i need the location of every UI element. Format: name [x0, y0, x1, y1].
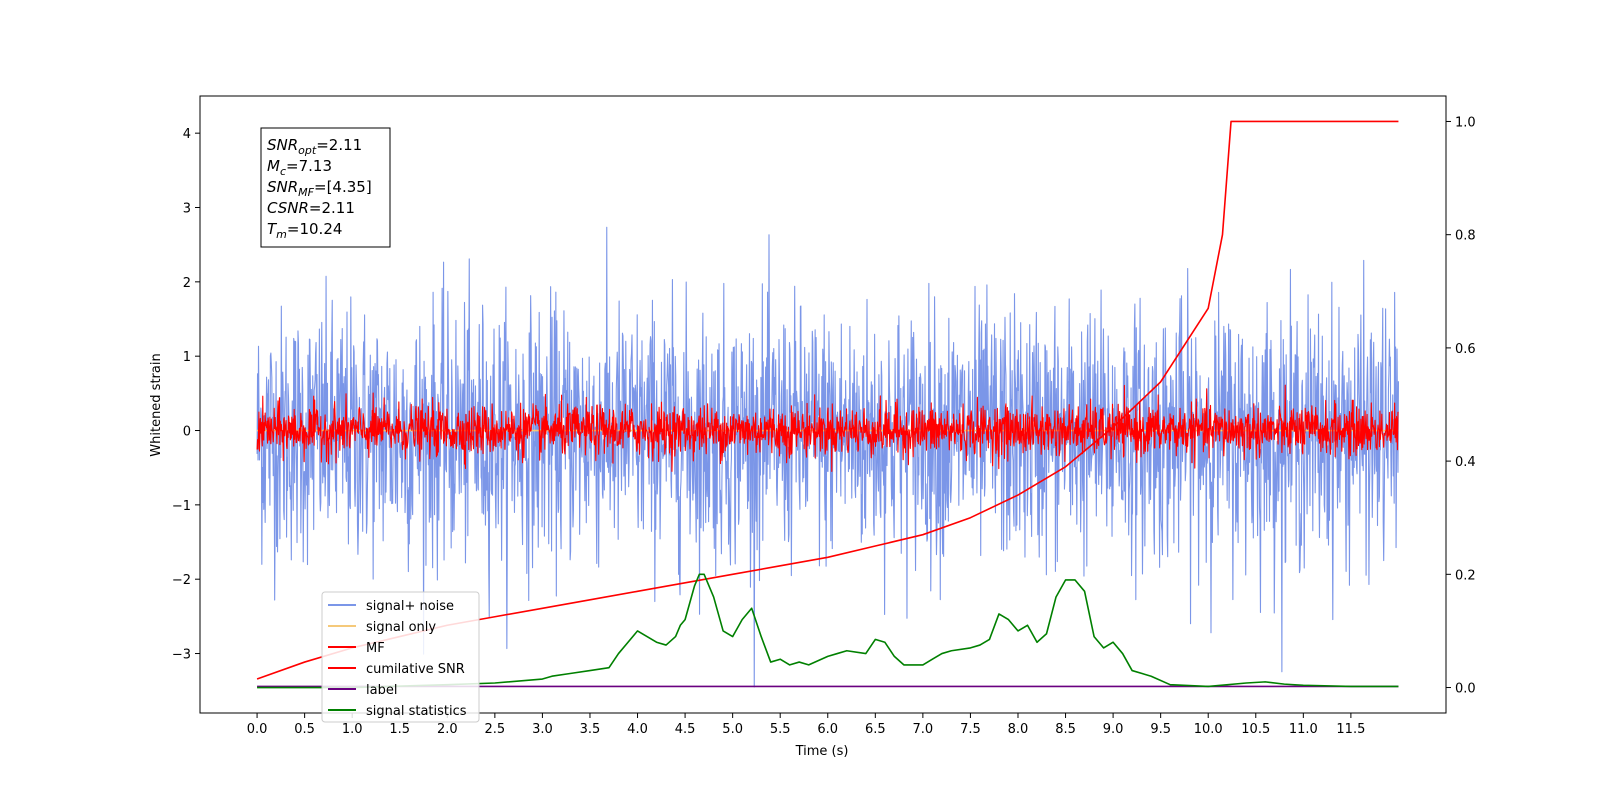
x-tick-label: 0.0 [247, 722, 268, 737]
x-tick-label: 2.0 [437, 722, 458, 737]
legend-entry-label: cumilative SNR [366, 662, 465, 677]
x-tick-label: 3.5 [580, 722, 601, 737]
y2-tick-label: 0.6 [1455, 342, 1476, 357]
x-tick-label: 1.0 [342, 722, 363, 737]
x-axis: 0.0 0.5 1.0 1.5 2.0 2.5 3.0 3.5 4.0 4.5 5.0 5.5 6.0 6… [247, 713, 1365, 737]
x-tick-label: 7.5 [960, 722, 981, 737]
x-tick-label: 8.0 [1008, 722, 1029, 737]
y-axis-left: −3 −2 −1 0 1 2 3 4 [172, 127, 200, 663]
y-axis-label: Whitened strain [149, 353, 164, 456]
y2-tick-label: 0.4 [1455, 455, 1476, 470]
y2-tick-label: 0.0 [1455, 682, 1476, 697]
x-tick-label: 1.5 [389, 722, 410, 737]
info-box-line: Tm=10.24 [267, 220, 342, 241]
x-tick-label: 6.5 [865, 722, 886, 737]
y-tick-label: 0 [183, 425, 191, 440]
x-tick-label: 3.0 [532, 722, 553, 737]
y2-tick-label: 0.8 [1455, 229, 1476, 244]
y2-tick-label: 1.0 [1455, 115, 1476, 130]
legend-entry-label: MF [366, 641, 385, 656]
info-box-line: SNRMF=[4.35] [267, 178, 372, 199]
x-tick-label: 8.5 [1055, 722, 1076, 737]
x-axis-label: Time (s) [795, 744, 849, 759]
y-tick-label: −2 [172, 573, 191, 588]
info-box-frame [260, 127, 391, 248]
x-tick-label: 9.0 [1103, 722, 1124, 737]
y2-tick-label: 0.2 [1455, 568, 1476, 583]
x-tick-label: 9.5 [1150, 722, 1171, 737]
series-signal-statistics-line [257, 573, 1399, 689]
y-tick-label: −3 [172, 648, 191, 663]
x-tick-label: 4.5 [675, 722, 696, 737]
x-tick-label: 11.5 [1336, 722, 1365, 737]
x-tick-label: 2.5 [485, 722, 506, 737]
x-tick-label: 10.0 [1194, 722, 1223, 737]
axes-frame [199, 95, 1447, 714]
series-mf-line [256, 384, 1399, 472]
legend-entry-label: signal statistics [366, 704, 467, 719]
legend-entry-label: signal only [366, 620, 436, 635]
info-box-line: CSNR=2.11 [267, 199, 355, 217]
y-tick-label: 2 [183, 276, 191, 291]
x-tick-label: 5.5 [770, 722, 791, 737]
y-tick-label: 4 [183, 127, 191, 142]
x-tick-label: 6.0 [817, 722, 838, 737]
info-box-line: SNRopt=2.11 [267, 136, 362, 157]
x-tick-label: 4.0 [627, 722, 648, 737]
legend-entry-label: label [366, 683, 397, 698]
legend-entry-label: signal+ noise [366, 599, 454, 614]
x-tick-label: 11.0 [1289, 722, 1318, 737]
y-tick-label: −1 [172, 499, 191, 514]
legend: signal+ noise signal only MF cumilative SNR… [321, 591, 480, 723]
x-tick-label: 5.0 [722, 722, 743, 737]
info-box-line: Mc=7.13 [267, 157, 332, 178]
y-tick-label: 3 [183, 202, 191, 217]
x-tick-label: 10.5 [1241, 722, 1270, 737]
y-tick-label: 1 [183, 350, 191, 365]
x-tick-label: 0.5 [294, 722, 315, 737]
x-tick-label: 7.0 [913, 722, 934, 737]
y-axis-right: 0.0 0.2 0.4 0.6 0.8 1.0 [1446, 115, 1476, 697]
legend-frame [321, 591, 480, 723]
